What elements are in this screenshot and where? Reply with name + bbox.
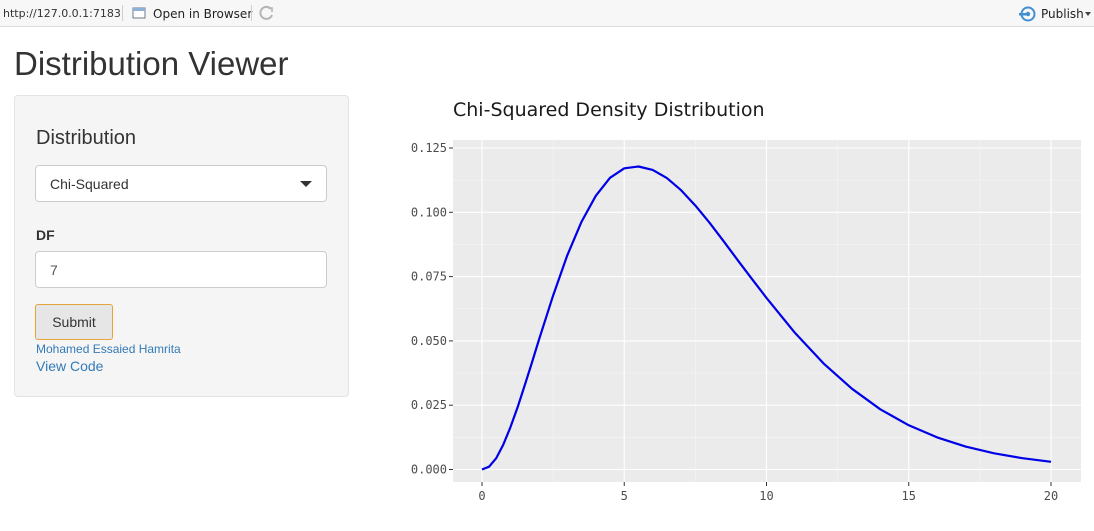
y-tick-label: 0.000 xyxy=(411,463,447,477)
df-label: DF xyxy=(36,227,55,243)
y-tick-label: 0.125 xyxy=(411,141,447,155)
open-in-browser-icon[interactable] xyxy=(132,7,146,19)
sidebar-panel: Distribution Chi-Squared DF Submit Moham… xyxy=(14,95,349,397)
x-tick-label: 20 xyxy=(1044,489,1058,503)
author-link[interactable]: Mohamed Essaied Hamrita xyxy=(36,342,181,356)
y-tick-label: 0.050 xyxy=(411,334,447,348)
y-tick-label: 0.100 xyxy=(411,205,447,219)
distribution-select[interactable]: Chi-Squared xyxy=(35,165,327,202)
refresh-icon[interactable] xyxy=(258,5,275,22)
chevron-down-icon[interactable] xyxy=(1085,12,1091,16)
distribution-selected-value: Chi-Squared xyxy=(50,176,129,192)
viewer-toolbar: http://127.0.0.1:7183 Open in Browser Pu… xyxy=(0,0,1094,27)
chart-title: Chi-Squared Density Distribution xyxy=(453,99,765,121)
x-tick-label: 0 xyxy=(478,489,485,503)
open-in-browser-button[interactable]: Open in Browser xyxy=(153,7,253,21)
toolbar-divider xyxy=(251,5,252,21)
x-tick-label: 5 xyxy=(621,489,628,503)
page-title: Distribution Viewer xyxy=(14,45,289,82)
x-tick-label: 10 xyxy=(759,489,773,503)
url-text: http://127.0.0.1:7183 xyxy=(3,7,121,20)
chevron-down-icon[interactable] xyxy=(300,181,312,187)
submit-button[interactable]: Submit xyxy=(35,304,113,340)
y-tick-label: 0.075 xyxy=(411,270,447,284)
publish-button[interactable]: Publish xyxy=(1041,7,1084,21)
df-input[interactable] xyxy=(35,251,327,288)
density-line xyxy=(481,165,1052,471)
view-code-link[interactable]: View Code xyxy=(36,358,104,374)
density-chart: 0 5 10 15 20 0.000 0.025 0.050 0.075 0.100 0.125 xyxy=(411,140,1081,503)
distribution-label: Distribution xyxy=(36,127,137,149)
x-tick-label: 15 xyxy=(902,489,916,503)
toolbar-divider xyxy=(122,5,123,21)
y-tick-label: 0.025 xyxy=(411,398,447,412)
publish-icon[interactable] xyxy=(1018,6,1038,22)
